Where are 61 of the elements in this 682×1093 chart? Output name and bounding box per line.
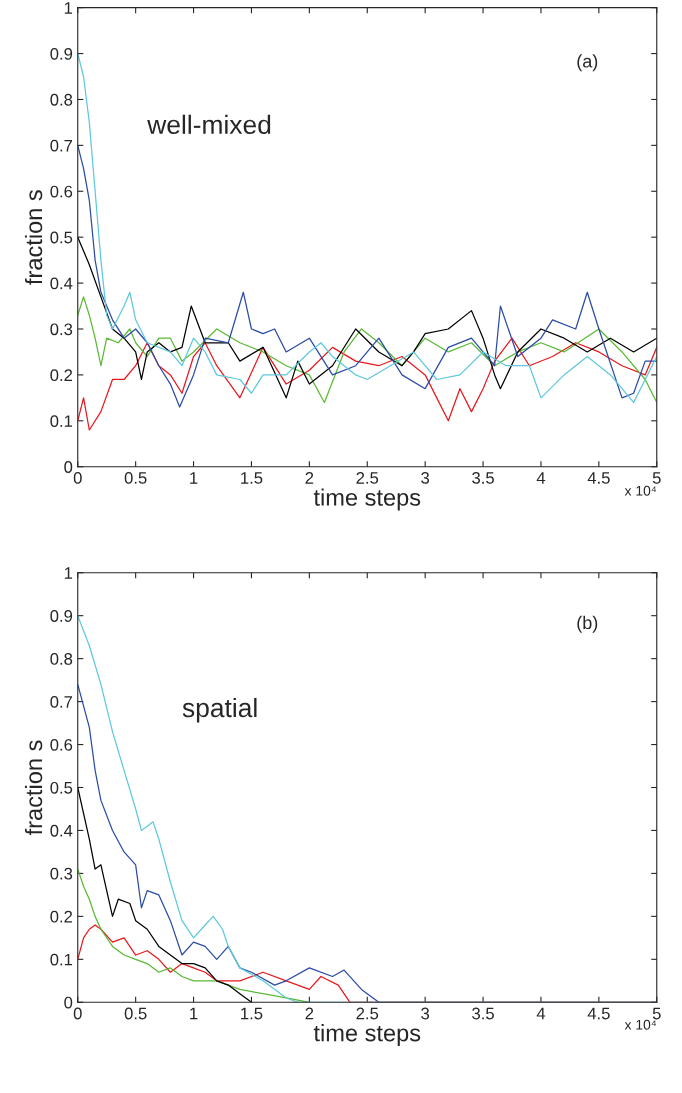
x-tick-label: 0 — [73, 1007, 82, 1020]
x-tick-label: 1 — [190, 472, 198, 484]
x-tick-label: 2.5 — [356, 472, 379, 484]
x-tick-label: 0.5 — [124, 1007, 147, 1020]
annotation: (b) — [577, 615, 598, 633]
text: x 10⁴ — [624, 485, 657, 496]
line-series — [77, 144, 657, 408]
x-tick-label: 4 — [536, 472, 546, 484]
x-tick-label: 1.5 — [241, 472, 263, 484]
x-tick-label: 5 — [652, 472, 661, 484]
x-tick-label: 4 — [536, 1007, 546, 1020]
annotation: well-mixed — [147, 114, 271, 135]
text: x 10⁴ — [624, 1019, 657, 1030]
x-tick-label: 0 — [73, 472, 82, 484]
line-series — [77, 337, 657, 431]
x-tick-label: 3.5 — [472, 472, 494, 484]
y-tick-label: 1 — [64, 2, 73, 14]
y-axis-title: fraction s — [24, 190, 43, 285]
x-axis-title: time steps — [313, 1024, 421, 1047]
y-tick-label: 0.8 — [50, 93, 73, 106]
x-tick-label: 2.5 — [356, 1007, 379, 1020]
y-tick-label: 0.4 — [50, 277, 73, 290]
y-tick-label: 0.3 — [50, 867, 73, 880]
x-tick-label: 0.5 — [124, 472, 147, 484]
x-tick-label: 2 — [305, 472, 314, 484]
y-tick-label: 0.1 — [50, 953, 73, 966]
x-tick-label: 1.5 — [241, 1007, 263, 1020]
y-tick-label: 0.2 — [50, 910, 73, 923]
x-tick-label: 3 — [421, 1007, 430, 1020]
x-tick-label: 1 — [190, 1007, 198, 1020]
y-tick-label: 0.2 — [50, 369, 73, 382]
x-tick-label: 4.5 — [587, 472, 610, 484]
y-tick-label: 0.7 — [50, 139, 73, 152]
y-tick-label: 0.7 — [50, 696, 73, 708]
y-tick-label: 0.6 — [50, 185, 73, 198]
y-tick-label: 0.9 — [50, 47, 73, 60]
x-tick-label: 3.5 — [472, 1007, 494, 1020]
annotation: (a) — [577, 54, 598, 72]
y-tick-label: 1 — [64, 567, 73, 579]
y-tick-label: 0.5 — [50, 781, 73, 794]
x-axis-title: time steps — [313, 488, 421, 511]
y-tick-label: 0.4 — [50, 824, 73, 837]
y-tick-label: 0.1 — [50, 415, 73, 428]
y-tick-label: 0.8 — [50, 653, 73, 665]
y-tick-label: 0.3 — [50, 323, 73, 336]
line-series — [77, 786, 253, 1003]
y-tick-label: 0 — [64, 461, 73, 473]
y-tick-label: 0.6 — [50, 738, 73, 751]
x-tick-label: 5 — [652, 1007, 661, 1020]
x-tick-label: 4.5 — [587, 1007, 610, 1020]
y-tick-label: 0.9 — [50, 610, 73, 622]
y-axis-title: fraction s — [24, 740, 43, 836]
line-series — [77, 296, 657, 404]
line-series — [77, 868, 310, 1003]
y-tick-label: 0 — [64, 996, 73, 1009]
x-tick-label: 3 — [421, 472, 430, 484]
x-tick-label: 2 — [305, 1007, 314, 1020]
line-series — [77, 52, 657, 404]
y-tick-label: 0.5 — [50, 231, 73, 244]
line-series — [77, 236, 657, 399]
annotation: spatial — [182, 697, 257, 723]
